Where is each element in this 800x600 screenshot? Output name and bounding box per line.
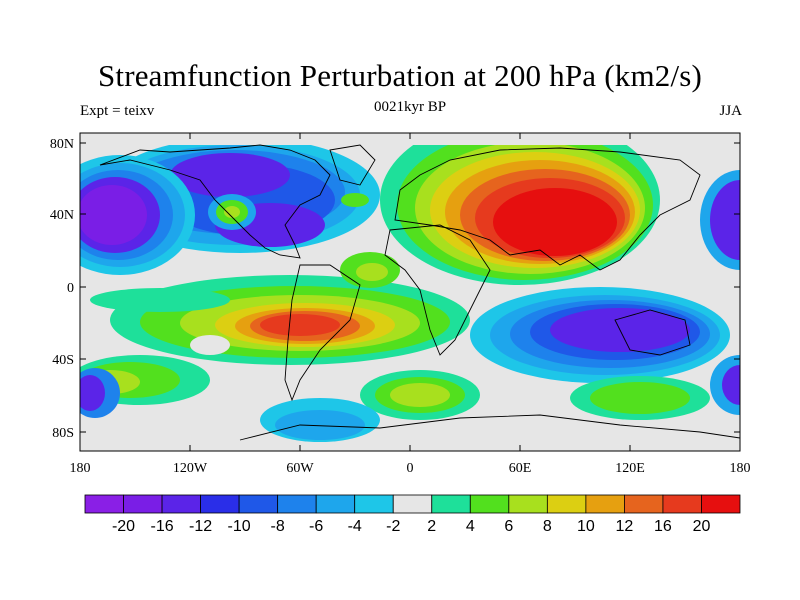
colorbar-swatch bbox=[469, 494, 510, 514]
colorbar-swatch bbox=[431, 494, 471, 514]
north-america-coast bbox=[99, 144, 331, 259]
eurasia-positive-anomaly bbox=[380, 133, 660, 285]
lon-tick-label: 120W bbox=[173, 461, 208, 476]
colorbar-label: -20 bbox=[112, 518, 135, 535]
antarctica-coast bbox=[239, 414, 740, 441]
colorbar-swatch bbox=[585, 494, 625, 514]
colorbar-label: -4 bbox=[348, 518, 362, 535]
colorbar-label: 10 bbox=[577, 518, 595, 535]
colorbar-swatch bbox=[161, 494, 201, 514]
colorbar-label: -6 bbox=[309, 518, 323, 535]
colorbar-swatch bbox=[546, 494, 587, 514]
lat-tick-label: 80N bbox=[50, 137, 74, 152]
colorbar-label: 20 bbox=[693, 518, 711, 535]
colorbar-swatch bbox=[315, 494, 356, 514]
colorbar-swatch bbox=[662, 494, 702, 514]
colorbar-swatch bbox=[84, 494, 124, 514]
indian-ocean-negative-anomaly bbox=[470, 287, 730, 383]
lon-tick-label: 60W bbox=[286, 461, 314, 476]
colorbar-label: -16 bbox=[150, 518, 173, 535]
lon-tick-label: 180 bbox=[730, 461, 751, 476]
colorbar-swatch bbox=[392, 494, 433, 514]
streamfunction-field bbox=[80, 133, 740, 451]
colorbar-label: 16 bbox=[654, 518, 672, 535]
greenland-coast bbox=[329, 144, 376, 186]
lat-tick-label: 0 bbox=[67, 281, 74, 296]
colorbar-swatch bbox=[200, 494, 240, 514]
africa-coast bbox=[384, 224, 491, 356]
lat-tick-label: 80S bbox=[52, 426, 74, 441]
lon-tick-label: 180 bbox=[70, 461, 91, 476]
lon-tick-label: 120E bbox=[615, 461, 645, 476]
australia-coast bbox=[614, 309, 691, 356]
colorbar-swatch bbox=[123, 494, 163, 514]
colorbar-label: 6 bbox=[504, 518, 513, 535]
lat-tick-label: 40S bbox=[52, 353, 74, 368]
colorbar-label: -10 bbox=[228, 518, 251, 535]
longitude-axis: 180 120W 60W 0 60E 120E 180 bbox=[70, 133, 751, 476]
period-label: 0021kyr BP bbox=[373, 99, 447, 115]
colorbar-label: 4 bbox=[466, 518, 475, 535]
season-label: JJA bbox=[719, 103, 742, 119]
experiment-label: Expt = teixv bbox=[80, 103, 155, 119]
colorbar: -20 -16 -12 -10 -8 -6 -4 -2 2 4 6 8 10 12 16 20 bbox=[84, 494, 741, 535]
lat-tick-label: 40N bbox=[50, 208, 74, 223]
lon-tick-label: 60E bbox=[509, 461, 532, 476]
tropical-band bbox=[90, 193, 400, 312]
colorbar-swatch bbox=[238, 494, 279, 514]
colorbar-label: 2 bbox=[427, 518, 436, 535]
map-title: Streamfunction Perturbation at 200 hPa (… bbox=[97, 58, 703, 93]
coastlines bbox=[99, 144, 740, 441]
pacific-east-negative-anomaly bbox=[700, 170, 740, 415]
colorbar-label: 12 bbox=[616, 518, 634, 535]
colorbar-swatch bbox=[624, 494, 664, 514]
colorbar-swatch bbox=[508, 494, 548, 514]
colorbar-swatch bbox=[701, 494, 741, 514]
colorbar-label: -8 bbox=[271, 518, 285, 535]
lon-tick-label: 0 bbox=[407, 461, 414, 476]
colorbar-label: -2 bbox=[386, 518, 400, 535]
colorbar-label: -12 bbox=[189, 518, 212, 535]
latitude-axis: 80N 40N 0 40S 80S bbox=[50, 137, 740, 441]
pacific-west-negative-anomaly bbox=[80, 155, 195, 275]
south-america-coast bbox=[284, 264, 361, 402]
colorbar-swatch bbox=[277, 494, 317, 514]
southern-ocean-anomalies bbox=[80, 355, 710, 442]
colorbar-label: 8 bbox=[543, 518, 552, 535]
colorbar-swatch bbox=[354, 494, 394, 514]
eurasia-coast bbox=[394, 147, 701, 271]
